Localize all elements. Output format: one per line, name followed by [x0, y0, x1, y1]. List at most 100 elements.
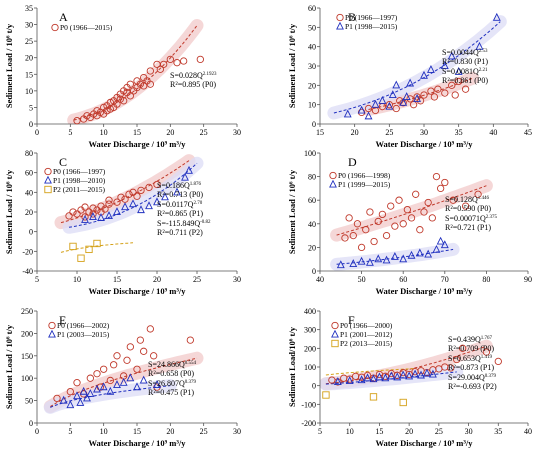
- data-point-p0: [406, 95, 414, 103]
- fit-curve-p0: [60, 160, 190, 224]
- x-tick-label: 0: [35, 128, 39, 137]
- data-point-p1: [428, 369, 437, 378]
- data-point-p1: [343, 109, 352, 118]
- legend-label: P0 (1966—1997): [53, 167, 106, 176]
- data-point-p0: [173, 59, 181, 67]
- series-p0: [65, 180, 161, 221]
- equation-formula: S=0.0044Q2.53: [442, 48, 488, 57]
- fit-curve-p1: [333, 21, 501, 114]
- data-point-p1: [440, 61, 449, 70]
- data-point-p1: [93, 384, 101, 393]
- data-point-p1: [390, 252, 399, 260]
- data-point-p0: [363, 371, 372, 380]
- y-tick-label: 30: [308, 62, 316, 71]
- data-point-p0: [146, 325, 154, 333]
- legend: P0 (1966—1997)P1 (1998—2015): [336, 13, 398, 31]
- x-tick-label: 25: [435, 427, 443, 436]
- data-point-p0: [113, 198, 121, 206]
- data-point-p1: [406, 78, 415, 87]
- panel-d: 40 50 60 70 80 90 0 20 40 60 80 100 Water Discharge …: [287, 149, 532, 296]
- data-point-p0: [129, 188, 137, 196]
- data-point-p0: [123, 356, 131, 364]
- series-p2: [322, 391, 407, 407]
- data-point-p1: [405, 371, 414, 380]
- legend-label: P0 (1966—1997): [345, 13, 398, 22]
- data-point-p1: [79, 386, 88, 395]
- legend-label: P1 (1998—2015): [345, 22, 398, 31]
- equation-r2: R²=0.711 (P2): [157, 228, 203, 237]
- data-point-p1: [407, 250, 416, 259]
- x-tick-label: 20: [405, 427, 413, 436]
- legend-marker-1: [44, 175, 52, 184]
- y-tick-label: 40: [25, 188, 33, 197]
- legend-marker-0: [336, 13, 344, 22]
- data-point-p0: [73, 210, 81, 218]
- y-tick-label: 40: [308, 43, 316, 52]
- data-point-p1: [411, 369, 420, 378]
- fit-curve-p0: [336, 185, 487, 236]
- y-tick-label: -20: [22, 247, 33, 256]
- panel-letter: A: [59, 10, 68, 24]
- data-point-p1: [126, 373, 135, 382]
- series-p1: [333, 368, 437, 385]
- x-tick-label: 25: [200, 427, 208, 436]
- y-tick-label: 250: [21, 307, 33, 316]
- data-point-p1: [89, 212, 97, 220]
- data-point-p0: [110, 361, 118, 369]
- data-point-p0: [146, 80, 154, 88]
- y-tick-label: 20: [25, 54, 33, 63]
- legend-marker-1: [48, 329, 56, 338]
- data-point-p0: [106, 98, 114, 107]
- data-point-p0: [146, 67, 154, 75]
- data-point-p1: [357, 256, 366, 265]
- series-p1: [336, 236, 449, 269]
- x-tick-label: 30: [420, 128, 428, 137]
- data-point-p0: [126, 92, 134, 100]
- y-tick-label: 60: [308, 196, 316, 205]
- x-tick-label: 90: [524, 275, 532, 284]
- x-tick-label: 20: [166, 427, 174, 436]
- data-point-p1: [392, 80, 401, 89]
- x-axis-title: Water Discharge / 10⁹ m³/y: [375, 438, 473, 448]
- y-tick-label: -40: [22, 267, 33, 276]
- data-point-p1: [153, 380, 161, 388]
- data-point-p1: [475, 41, 484, 50]
- data-point-p0: [117, 193, 125, 201]
- data-point-p1: [105, 211, 113, 219]
- equation-r2: R²=0.709 (P0): [448, 344, 494, 353]
- x-tick-label: 35: [455, 128, 463, 137]
- y-tick-label: 0: [312, 267, 316, 276]
- data-point-p0: [140, 82, 148, 90]
- data-point-p2: [369, 393, 378, 401]
- data-point-p1: [66, 400, 75, 409]
- data-point-p0: [403, 205, 412, 214]
- data-point-p1: [381, 373, 390, 382]
- data-point-p2: [399, 398, 407, 407]
- equation-r2: R²=0.830 (P1): [442, 57, 488, 66]
- x-tick-label: 15: [133, 427, 141, 436]
- y-axis-title: Sediment Load / 10⁶ t/y: [4, 169, 14, 254]
- x-tick-label: 0: [35, 427, 39, 436]
- data-point-p0: [145, 183, 153, 192]
- data-point-p1: [415, 248, 424, 257]
- data-point-p1: [113, 380, 121, 388]
- data-point-p0: [137, 186, 145, 195]
- x-tick-label: 5: [318, 427, 322, 436]
- data-point-p1: [161, 192, 169, 201]
- y-axis-title: Sediment Load / 10⁶ t/y: [287, 169, 297, 254]
- data-point-p1: [365, 257, 374, 266]
- y-tick-label: 15: [25, 70, 33, 79]
- x-tick-label: 45: [524, 128, 532, 137]
- data-point-p0: [416, 226, 424, 234]
- data-point-p0: [93, 107, 101, 115]
- legend: P0 (1966—1997)P1 (1998—2010)P2 (2011—201…: [44, 167, 106, 194]
- y-tick-label: 50: [308, 23, 316, 32]
- data-point-p1: [371, 99, 380, 108]
- legend-label: P2 (2013—2015): [340, 339, 393, 348]
- data-point-p0: [73, 379, 81, 387]
- data-point-p1: [145, 201, 153, 210]
- legend-marker-0: [51, 23, 59, 32]
- x-tick-label: 30: [233, 275, 241, 284]
